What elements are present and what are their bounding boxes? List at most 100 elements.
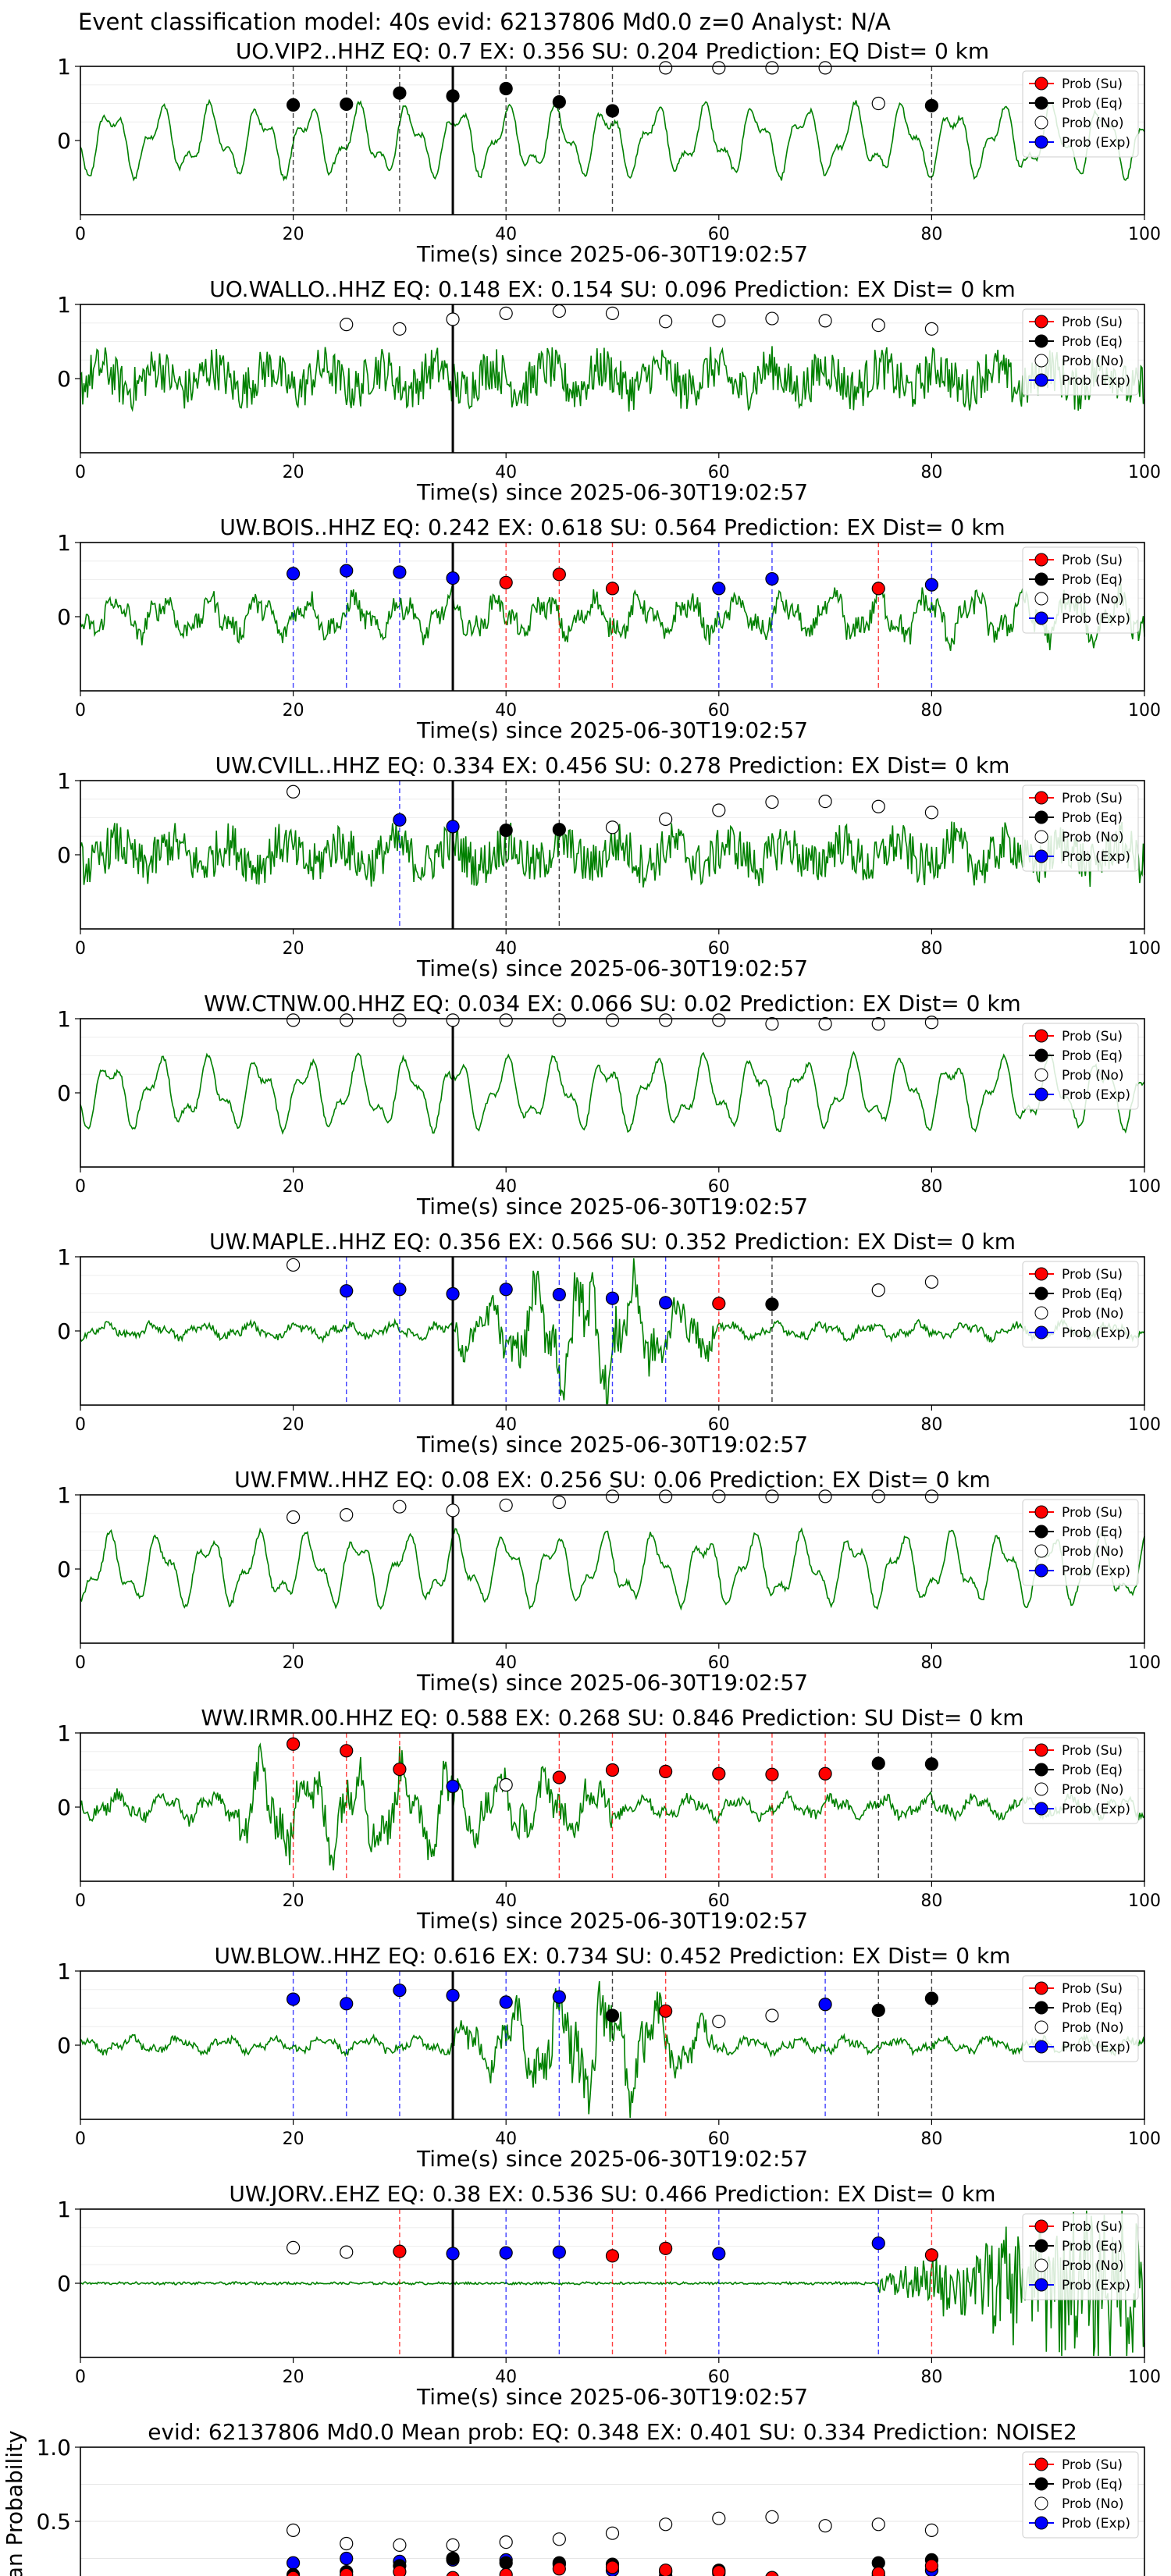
legend-marker-exp	[1034, 373, 1048, 387]
prob-marker-no	[871, 1017, 885, 1031]
panel-10: UW.JORV..EHZ EQ: 0.38 EX: 0.536 SU: 0.46…	[57, 2181, 1161, 2410]
legend-label-eq: Prob (Eq)	[1062, 810, 1123, 826]
prob-marker-exp	[287, 567, 301, 581]
prob-marker-eq	[924, 1991, 939, 2005]
x-tick-label: 80	[920, 939, 942, 959]
legend-marker-no	[1034, 1068, 1048, 1082]
legend-box	[1022, 785, 1139, 872]
prob-marker-su	[659, 2241, 673, 2255]
prob-marker-no	[924, 1275, 939, 1289]
prob-marker-su	[659, 2004, 673, 2018]
prob-marker-no	[924, 1016, 939, 1030]
prob-marker-no	[552, 1013, 566, 1027]
waveform-trace	[80, 821, 1145, 888]
prob-marker-no	[287, 1013, 301, 1027]
legend-marker-no	[1034, 2020, 1048, 2034]
legend-label-su: Prob (Su)	[1062, 791, 1123, 806]
prob-marker-su	[924, 2248, 939, 2262]
x-tick-label: 40	[495, 701, 517, 720]
prob-marker-su	[605, 582, 620, 596]
prob-marker-su	[818, 1767, 832, 1781]
mean-prob-marker-su	[712, 2565, 726, 2576]
y-tick-label: 0	[57, 2033, 71, 2058]
legend-marker-no	[1034, 1306, 1048, 1320]
legend-box	[1022, 1261, 1139, 1348]
legend-box	[1022, 1975, 1139, 2062]
panel-1: UO.VIP2..HHZ EQ: 0.7 EX: 0.356 SU: 0.204…	[57, 38, 1161, 267]
prob-marker-no	[499, 1013, 513, 1027]
legend-label-eq: Prob (Eq)	[1062, 96, 1123, 112]
prob-marker-exp	[552, 2245, 566, 2259]
prob-marker-no	[818, 1017, 832, 1031]
prob-marker-no	[340, 1013, 354, 1027]
legend-marker-eq	[1034, 810, 1048, 824]
legend-label-su: Prob (Su)	[1062, 315, 1123, 330]
prob-marker-exp	[393, 813, 407, 827]
x-axis-label: Time(s) since 2025-06-30T19:02:57	[416, 955, 808, 981]
x-tick-label: 80	[920, 701, 942, 720]
legend-label-exp: Prob (Exp)	[1062, 2516, 1130, 2532]
mean-prob-marker-exp	[340, 2551, 354, 2566]
prob-marker-no	[871, 1489, 885, 1503]
prob-marker-exp	[712, 582, 726, 596]
prob-marker-eq	[340, 97, 354, 112]
prob-marker-no	[340, 2245, 354, 2259]
prob-marker-su	[552, 568, 566, 582]
panel-11: evid: 62137806 Md0.0 Mean prob: EQ: 0.34…	[2, 2419, 1145, 2576]
x-tick-label: 20	[283, 2129, 304, 2149]
legend-box	[1022, 1499, 1139, 1586]
prob-marker-exp	[659, 1296, 673, 1310]
x-axis-label: Time(s) since 2025-06-30T19:02:57	[416, 241, 808, 267]
prob-marker-exp	[446, 820, 460, 834]
legend-marker-eq	[1034, 572, 1048, 586]
prob-marker-exp	[499, 1283, 513, 1297]
prob-marker-no	[446, 312, 460, 326]
prob-marker-eq	[924, 1757, 939, 1771]
prob-marker-no	[818, 1489, 832, 1503]
legend-label-su: Prob (Su)	[1062, 1981, 1123, 1997]
x-tick-label: 60	[708, 701, 730, 720]
prob-marker-eq	[499, 81, 513, 96]
legend-marker-exp	[1034, 1325, 1048, 1340]
legend-marker-eq	[1034, 96, 1048, 110]
legend-label-exp: Prob (Exp)	[1062, 1802, 1130, 1817]
legend-label-eq: Prob (Eq)	[1062, 572, 1123, 588]
mean-prob-marker-su	[499, 2567, 513, 2576]
prob-marker-exp	[605, 1291, 620, 1305]
prob-marker-no	[871, 1283, 885, 1297]
mean-prob-marker-no	[287, 2523, 301, 2537]
legend-marker-su	[1034, 2457, 1048, 2471]
prob-marker-su	[871, 582, 885, 596]
y-tick-label: 0	[57, 128, 71, 154]
legend-marker-no	[1034, 1782, 1048, 1796]
prob-marker-no	[552, 304, 566, 318]
legend-label-eq: Prob (Eq)	[1062, 2001, 1123, 2016]
mean-prob-marker-no	[340, 2536, 354, 2551]
prob-marker-exp	[446, 1286, 460, 1301]
legend-marker-su	[1034, 1981, 1048, 1995]
y-tick-label: 1	[57, 1720, 71, 1746]
x-axis-label: Time(s) since 2025-06-30T19:02:57	[416, 1670, 808, 1695]
prob-marker-eq	[552, 95, 566, 109]
legend-label-su: Prob (Su)	[1062, 76, 1123, 92]
legend-marker-su	[1034, 315, 1048, 329]
prob-marker-no	[924, 322, 939, 336]
prob-marker-no	[659, 1013, 673, 1027]
y-tick-label: 0	[57, 1557, 71, 1582]
panel-title: UO.WALLO..HHZ EQ: 0.148 EX: 0.154 SU: 0.…	[209, 276, 1015, 302]
prob-marker-eq	[287, 98, 301, 112]
legend-label-su: Prob (Su)	[1062, 1267, 1123, 1283]
x-tick-label: 40	[495, 1653, 517, 1673]
prob-marker-no	[287, 1510, 301, 1525]
panel-title: UW.BLOW..HHZ EQ: 0.616 EX: 0.734 SU: 0.4…	[215, 1943, 1011, 1969]
legend-marker-exp	[1034, 135, 1048, 149]
legend-label-eq: Prob (Eq)	[1062, 1048, 1123, 1064]
prob-marker-no	[659, 315, 673, 329]
legend-marker-exp	[1034, 849, 1048, 863]
panel-8: WW.IRMR.00.HHZ EQ: 0.588 EX: 0.268 SU: 0…	[57, 1705, 1161, 1934]
x-tick-label: 40	[495, 1891, 517, 1911]
prob-marker-no	[659, 1489, 673, 1503]
mean-prob-marker-su	[340, 2567, 354, 2576]
mean-prob-marker-no	[924, 2523, 939, 2537]
y-tick-label: 0	[57, 1318, 71, 1344]
